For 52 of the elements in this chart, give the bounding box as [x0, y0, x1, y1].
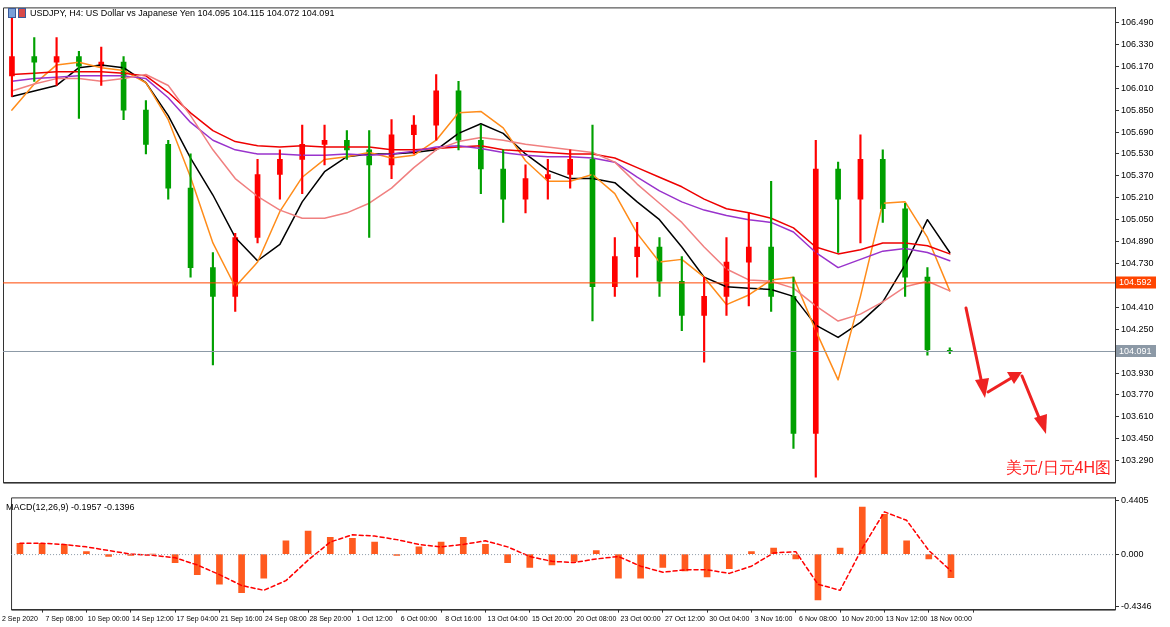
chart-title: USDJPY, H4: US Dollar vs Japanese Yen 104.095 104.115 104.072 104.091: [30, 8, 335, 18]
y-tick-label: 106.330: [1121, 38, 1154, 49]
bar: [105, 554, 112, 557]
y-tick-label: 103.770: [1121, 389, 1154, 400]
y-tick-label: 103.450: [1121, 433, 1154, 444]
y-tick-label: 105.370: [1121, 170, 1154, 181]
y-tick-label: 106.490: [1121, 16, 1154, 27]
y-tick-label: 106.170: [1121, 60, 1154, 71]
ref-line-label: 104.592: [1119, 277, 1152, 288]
y-tick-label: -0.4346: [1121, 601, 1152, 612]
bar: [592, 550, 600, 554]
line-series: [19, 511, 952, 592]
bar: [903, 540, 910, 554]
y-tick-label: 103.610: [1121, 411, 1154, 422]
bar: [60, 544, 68, 554]
bar: [659, 554, 667, 568]
bar: [858, 506, 866, 554]
bar: [725, 554, 733, 569]
y-tick-label: 105.530: [1121, 148, 1154, 159]
bar: [881, 513, 888, 554]
y-tick-label: 104.730: [1121, 257, 1154, 268]
ref-line-label: 104.091: [1119, 345, 1152, 356]
y-tick-label: 103.930: [1121, 367, 1154, 378]
bar: [371, 541, 378, 554]
bar: [637, 554, 644, 579]
bar: [925, 554, 933, 560]
bar: [260, 554, 268, 579]
bar: [748, 551, 755, 554]
bar: [349, 538, 356, 554]
y-tick-label: 103.290: [1121, 455, 1154, 466]
y-tick-label: 104.250: [1121, 323, 1154, 334]
bar: [570, 554, 578, 562]
bar: [304, 530, 312, 554]
y-tick-label: 105.210: [1121, 192, 1154, 203]
bar: [238, 554, 245, 594]
bar: [459, 536, 467, 554]
bar: [326, 536, 334, 554]
bar: [193, 554, 201, 575]
bar: [83, 551, 90, 554]
y-tick-label: 0.000: [1121, 548, 1144, 559]
y-tick-label: 104.890: [1121, 236, 1154, 247]
text: 美元/日元4H图: [1006, 459, 1111, 477]
bar: [615, 554, 622, 579]
y-tick-label: 104.410: [1121, 301, 1154, 312]
bar: [504, 554, 511, 563]
y-tick-label: 0.4405: [1121, 495, 1149, 506]
y-tick-label: 105.690: [1121, 126, 1154, 137]
y-tick-label: 106.010: [1121, 82, 1154, 93]
bar: [482, 544, 489, 554]
bar: [216, 554, 223, 585]
y-tick-label: 105.050: [1121, 214, 1154, 225]
y-tick-label: 105.850: [1121, 104, 1154, 115]
